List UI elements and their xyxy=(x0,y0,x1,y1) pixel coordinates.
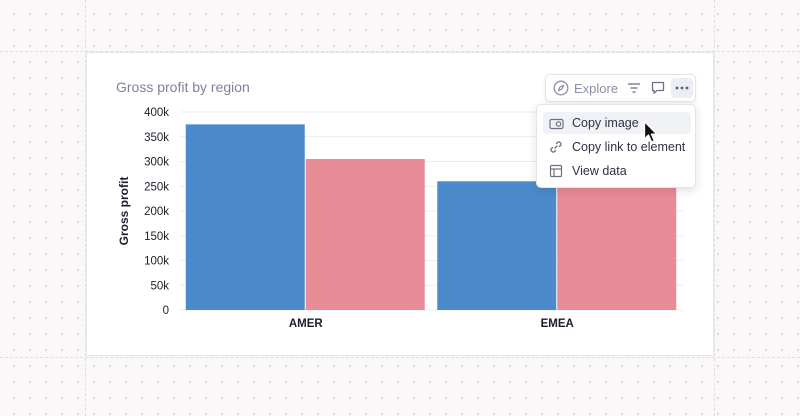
guide-line-left xyxy=(85,0,86,416)
comment-button[interactable] xyxy=(647,78,669,98)
camera-icon xyxy=(548,115,564,131)
y-axis-label: Gross profit xyxy=(117,177,131,246)
chart-title: Gross profit by region xyxy=(116,79,250,95)
y-tick-label: 200k xyxy=(144,206,169,218)
filter-button[interactable] xyxy=(623,78,645,98)
chart-toolbar: Explore xyxy=(545,74,696,102)
y-tick-label: 50k xyxy=(150,280,169,292)
more-options-menu: Copy image Copy link to element View dat… xyxy=(536,104,696,188)
y-axis-ticks: 0 50k 100k 150k 200k 250k 300k 350k 400k xyxy=(144,107,169,317)
guide-line-bottom xyxy=(0,357,800,358)
bar-amer-series-2[interactable] xyxy=(305,159,425,310)
chart-bars xyxy=(185,124,677,310)
x-tick-label: AMER xyxy=(289,318,324,330)
bar-emea-series-2[interactable] xyxy=(557,180,677,310)
guide-line-top xyxy=(0,51,800,52)
y-tick-label: 300k xyxy=(144,157,169,169)
menu-item-copy-image[interactable]: Copy image xyxy=(543,112,691,134)
y-tick-label: 250k xyxy=(144,181,169,193)
comment-icon xyxy=(651,81,665,95)
bar-emea-series-1[interactable] xyxy=(437,181,557,310)
y-tick-label: 0 xyxy=(163,305,169,317)
y-tick-label: 100k xyxy=(144,256,169,268)
table-icon xyxy=(548,163,564,179)
bar-amer-series-1[interactable] xyxy=(185,124,305,310)
explore-button[interactable]: Explore xyxy=(553,76,618,100)
guide-line-right xyxy=(714,0,715,416)
menu-item-copy-link[interactable]: Copy link to element xyxy=(543,136,691,158)
more-options-button[interactable] xyxy=(671,78,693,98)
menu-item-label: View data xyxy=(572,164,627,178)
link-icon xyxy=(548,139,564,155)
x-axis-ticks: AMER EMEA xyxy=(289,318,574,330)
bar-chart: 0 50k 100k 150k 200k 250k 300k 350k 400k AMER EME… xyxy=(117,107,683,330)
compass-icon xyxy=(553,80,569,96)
more-horizontal-icon xyxy=(675,86,689,90)
filter-icon xyxy=(627,82,641,94)
y-tick-label: 400k xyxy=(144,107,169,119)
explore-label: Explore xyxy=(574,80,619,96)
menu-item-label: Copy link to element xyxy=(572,140,686,154)
menu-item-view-data[interactable]: View data xyxy=(543,160,691,182)
menu-item-label: Copy image xyxy=(572,116,639,130)
y-tick-label: 350k xyxy=(144,132,169,144)
mouse-pointer-icon xyxy=(643,120,658,143)
x-tick-label: EMEA xyxy=(541,318,574,330)
y-tick-label: 150k xyxy=(144,231,169,243)
